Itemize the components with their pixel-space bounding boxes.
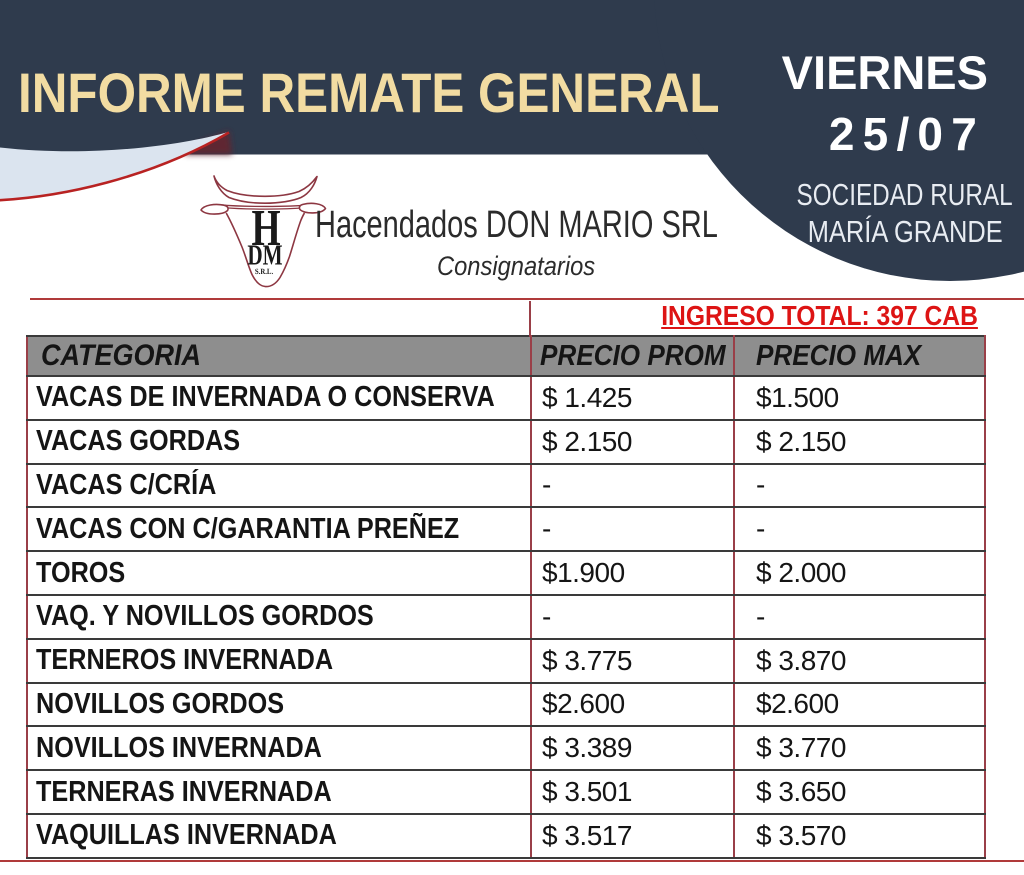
svg-text:S.R.L.: S.R.L. [255, 267, 273, 276]
svg-text:H: H [251, 200, 280, 257]
svg-text:DM: DM [247, 240, 282, 272]
